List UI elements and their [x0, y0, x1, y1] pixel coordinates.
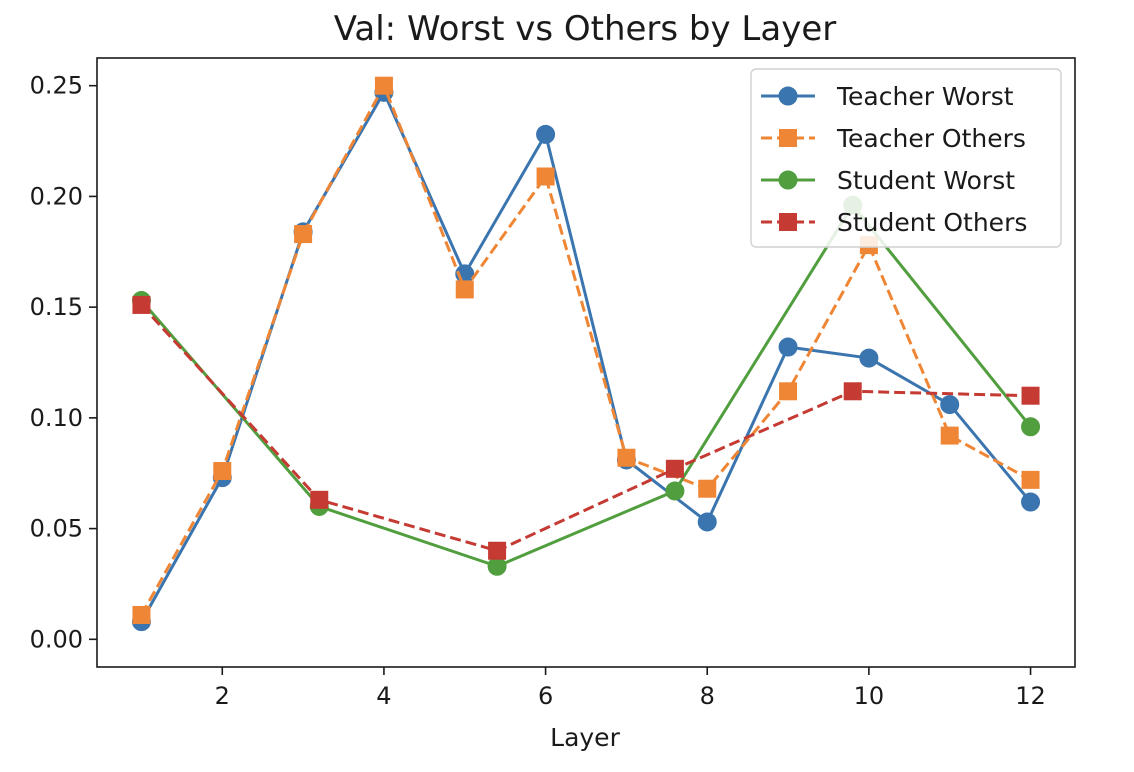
- data-point-student-others: [310, 490, 329, 509]
- data-point-teacher-others: [617, 448, 636, 467]
- data-point-student-worst: [1021, 417, 1041, 437]
- legend: Teacher Worst Teacher Others Student Worst…: [750, 68, 1062, 248]
- data-point-teacher-others: [455, 280, 474, 299]
- data-point-teacher-worst: [778, 337, 798, 357]
- data-point-student-worst: [665, 481, 685, 501]
- y-tick-label: 0.15: [30, 293, 83, 321]
- data-point-teacher-worst: [1021, 492, 1041, 512]
- x-tick-label: 10: [854, 682, 885, 710]
- series-teacher-others: [132, 76, 1040, 624]
- chart-title: Val: Worst vs Others by Layer: [334, 9, 836, 49]
- legend-marker-teacher-others: [779, 129, 797, 147]
- x-tick-label: 2: [215, 682, 230, 710]
- data-point-student-others: [132, 295, 151, 314]
- legend-entry-student-others: Student Others: [761, 208, 1027, 237]
- series-layer: [131, 76, 1041, 632]
- data-point-teacher-others: [698, 479, 717, 498]
- legend-entry-student-worst: Student Worst: [761, 166, 1015, 195]
- data-point-teacher-others: [294, 225, 313, 244]
- data-point-teacher-worst: [536, 124, 556, 144]
- legend-marker-teacher-worst: [778, 86, 798, 106]
- data-point-teacher-others: [374, 76, 393, 95]
- x-axis-label: Layer: [550, 723, 620, 752]
- x-tick-label: 12: [1015, 682, 1046, 710]
- series-line-teacher-others: [140, 84, 1032, 616]
- y-tick-label: 0.25: [30, 72, 83, 100]
- data-point-teacher-others: [940, 426, 959, 445]
- y-tick-label: 0.20: [30, 182, 83, 210]
- data-point-student-others: [665, 459, 684, 478]
- data-point-teacher-others: [1021, 470, 1040, 489]
- series-line-student-others: [140, 303, 1031, 553]
- y-tick-label: 0.05: [30, 515, 83, 543]
- data-point-student-worst: [487, 556, 507, 576]
- data-point-student-others: [843, 382, 862, 401]
- legend-box: [750, 68, 1062, 248]
- data-point-teacher-others: [132, 605, 151, 624]
- legend-label: Student Others: [837, 208, 1027, 237]
- x-tick-label: 6: [538, 682, 553, 710]
- y-tick-label: 0.00: [30, 625, 83, 653]
- data-point-teacher-worst: [697, 512, 717, 532]
- axes: 2 4 6 8 10 12 0.00 0.05 0.10 0.15 0.20 0.25: [30, 57, 1076, 710]
- legend-marker-student-worst: [778, 170, 798, 190]
- data-point-student-others: [1021, 386, 1040, 405]
- data-point-teacher-others: [213, 462, 232, 481]
- y-tick-label: 0.10: [30, 404, 83, 432]
- series-student-others: [132, 295, 1040, 560]
- legend-entry-teacher-worst: Teacher Worst: [761, 82, 1014, 111]
- legend-label: Student Worst: [837, 166, 1015, 195]
- data-point-student-others: [488, 541, 507, 560]
- x-tick-label: 8: [700, 682, 715, 710]
- x-tick-label: 4: [376, 682, 391, 710]
- data-point-teacher-others: [779, 382, 798, 401]
- plot-frame: [96, 57, 1076, 668]
- legend-marker-student-others: [779, 213, 797, 231]
- data-point-teacher-worst: [940, 395, 960, 415]
- legend-label: Teacher Worst: [836, 82, 1014, 111]
- data-point-teacher-others: [536, 167, 555, 186]
- legend-entry-teacher-others: Teacher Others: [761, 124, 1026, 153]
- data-point-teacher-worst: [859, 348, 879, 368]
- legend-label: Teacher Others: [836, 124, 1026, 153]
